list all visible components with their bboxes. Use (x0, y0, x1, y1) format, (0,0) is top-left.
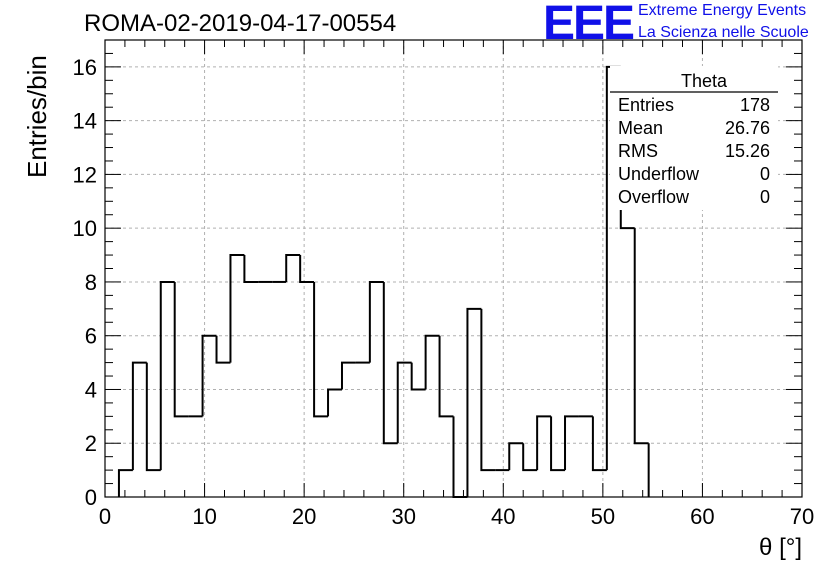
x-axis-label: θ [°] (759, 534, 802, 561)
y-tick-label: 16 (73, 55, 97, 80)
y-tick-label: 6 (85, 324, 97, 349)
histogram-bin (229, 254, 245, 363)
histogram-series (117, 65, 650, 498)
stats-row-value: 0 (760, 187, 770, 207)
stats-row-value: 178 (740, 95, 770, 115)
histogram-bin (243, 255, 259, 283)
stats-row-value: 26.76 (725, 118, 770, 138)
x-tick-label: 10 (192, 504, 216, 529)
stats-row-label: Mean (618, 118, 663, 138)
histogram-bin (145, 362, 161, 472)
histogram-bin (117, 469, 133, 497)
histogram-bin (633, 228, 649, 445)
x-tick-label: 70 (790, 504, 814, 529)
histogram-bin (466, 307, 482, 497)
stats-title: Theta (681, 71, 728, 91)
histogram-bin (522, 443, 538, 472)
stats-row-label: RMS (618, 141, 658, 161)
histogram-bin (536, 415, 552, 471)
y-tick-label: 12 (73, 162, 97, 187)
eee-logo: EEE (543, 0, 635, 50)
stats-row-value: 15.26 (725, 141, 770, 161)
histogram-bin (285, 254, 301, 282)
stats-row-label: Entries (618, 95, 674, 115)
x-tick-label: 50 (591, 504, 615, 529)
histogram-bin (299, 255, 315, 283)
plot-title: ROMA-02-2019-04-17-00554 (84, 10, 397, 37)
stats-box: Theta Entries 178 Mean 26.76 RMS 15.26 Underfl… (610, 66, 778, 210)
histogram-bin (368, 280, 384, 363)
axes: 0 10 20 30 40 50 60 70 0 2 4 6 8 10 12 14 16 (73, 39, 814, 529)
histogram-bin (340, 361, 356, 390)
histogram-bin (508, 442, 524, 471)
histogram-bin (452, 416, 468, 498)
x-tick-label: 0 (99, 504, 111, 529)
y-tick-label: 8 (85, 270, 97, 295)
x-tick-label: 30 (391, 504, 415, 529)
histogram-bin (173, 281, 189, 418)
y-tick-label: 10 (73, 216, 97, 241)
histogram-bin (382, 281, 398, 445)
x-tick-label: 20 (292, 504, 316, 529)
x-tick-label: 60 (690, 504, 714, 529)
histogram-bin (131, 361, 147, 471)
histogram-bin (591, 416, 607, 472)
histogram-bin (201, 334, 217, 417)
stats-row-label: Underflow (618, 164, 700, 184)
y-tick-label: 0 (85, 485, 97, 510)
x-tick-label: 40 (491, 504, 515, 529)
y-tick-label: 14 (73, 109, 97, 134)
histogram-bin (410, 362, 426, 391)
histogram-bin (159, 280, 175, 471)
histogram-bin (215, 335, 231, 364)
stats-row-value: 0 (760, 164, 770, 184)
histogram-bin (313, 281, 329, 418)
stats-row-label: Overflow (618, 187, 690, 207)
y-tick-label: 4 (85, 377, 97, 402)
stats-box-background (610, 66, 778, 210)
grid (105, 40, 802, 497)
histogram-bin (396, 361, 412, 444)
histogram-bin (327, 388, 342, 417)
histogram-bin (424, 334, 440, 390)
histogram-bin (480, 308, 496, 472)
logo-caption-line2: La Scienza nelle Scuole (638, 24, 809, 41)
logo-caption-line1: Extreme Energy Events (638, 2, 807, 19)
y-tick-label: 2 (85, 431, 97, 456)
histogram-bin (550, 416, 566, 472)
histogram-bin (438, 335, 454, 418)
histogram-bin (564, 415, 579, 471)
